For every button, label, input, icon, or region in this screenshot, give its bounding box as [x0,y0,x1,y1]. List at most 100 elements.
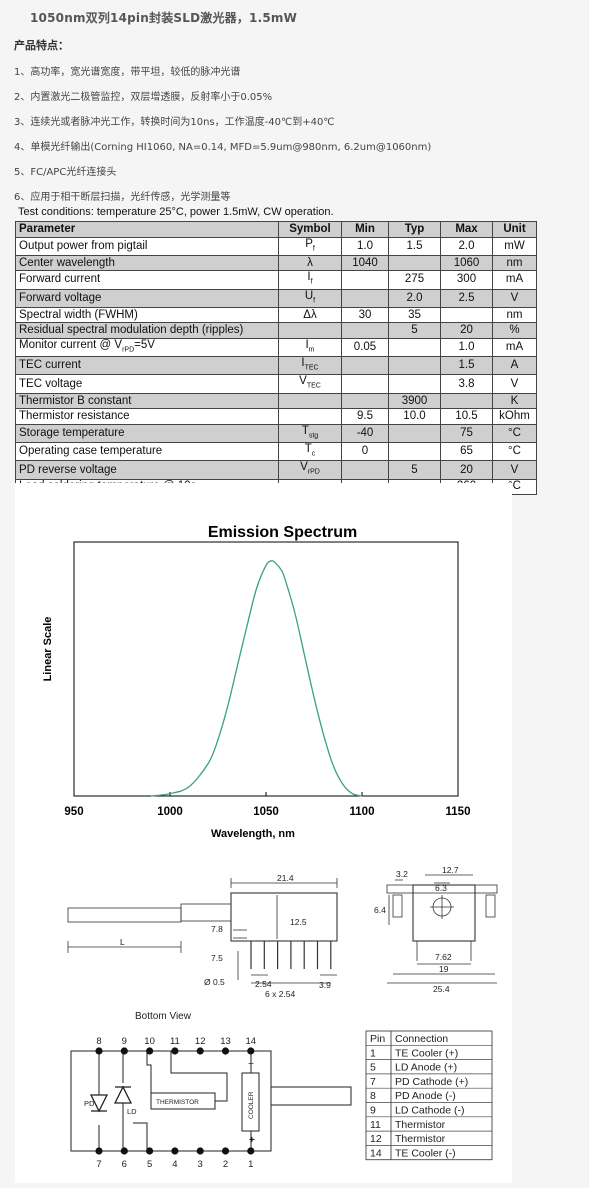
cell-max: 2.5 [440,288,493,308]
cell-typ [388,423,441,444]
cell-symbol: Δλ [278,306,342,324]
pin-connection-cell: PD Cathode (+) [395,1076,468,1088]
pin-dot [171,1047,179,1055]
cell-unit: mW [492,236,537,256]
ld-diode-symbol [113,1085,133,1104]
cell-max: 3.8 [440,374,493,394]
symbol-text: I [305,338,309,351]
symbol-subscript: TEC [306,382,321,390]
package-body [230,892,338,942]
wire [170,1051,228,1102]
cell-unit: K [492,392,537,410]
cell-parameter: Center wavelength [15,254,279,272]
pin-number: 13 [220,1036,231,1047]
cell-typ [388,337,441,358]
cell-unit: V [492,460,537,480]
cell-symbol: VTEC [278,374,342,394]
specifications-table-body: Output power from pigtail Pf 1.0 1.5 2.0 mW Ce… [15,236,537,496]
pin-number: 5 [147,1159,152,1170]
header-typ: Typ [388,221,441,238]
feature-item: 2、内置激光二极管监控，双层增透膜，反射率小于0.05% [14,92,273,103]
cell-typ: 5 [388,460,441,480]
cell-min: 0.05 [341,337,389,358]
dim-label: 3.2 [396,869,408,879]
table-row: Spectral width (FWHM) Δλ 30 35 nm [15,306,537,324]
cell-parameter: Forward current [15,270,279,290]
pin-number: 12 [195,1036,206,1047]
fiber-boot [180,903,232,922]
cell-max [440,392,493,410]
end-body [412,884,476,942]
pin-number-cell: 11 [370,1119,381,1131]
cell-parameter: Spectral width (FWHM) [15,306,279,324]
cell-max: 65 [440,442,493,462]
bottom-view-label: Bottom View [135,1011,192,1022]
parameter-text: Monitor current @ V [19,338,123,351]
cell-min: 9.5 [341,408,389,425]
symbol-text: V [300,461,308,474]
feature-item: 6、应用于相干断层扫描，光纤传感，光学测量等 [14,192,231,203]
cell-symbol [278,322,342,339]
cell-typ: 1.5 [388,236,441,256]
pin-number: 4 [172,1159,177,1170]
cell-typ [388,374,441,394]
cell-min [341,288,389,308]
pin-dot [171,1147,179,1155]
dim-label: 21.4 [277,873,294,883]
cell-unit: V [492,374,537,394]
parameter-text: Thermistor resistance [19,410,130,423]
cell-parameter: PD reverse voltage [15,460,279,480]
pin-dot [221,1047,230,1055]
datasheet-figure: Emission Spectrum Linear Scale Wavelengt… [15,483,512,1183]
table-row: Residual spectral modulation depth (ripp… [15,322,537,339]
cell-typ [388,442,441,462]
cell-parameter: Storage temperature [15,423,279,444]
cell-parameter: Operating case temperature [15,442,279,462]
cell-typ: 2.0 [388,288,441,308]
parameter-text: PD reverse voltage [19,463,117,476]
chart-plot-frame [73,541,459,797]
pin-dot [120,1147,128,1155]
cell-max: 1.5 [440,356,493,376]
test-conditions: Test conditions: temperature 25°C, power… [18,206,334,218]
pin-number: 14 [246,1036,257,1047]
cell-max: 10.5 [440,408,493,425]
thermistor-label: THERMISTOR [156,1099,199,1106]
parameter-text: Output power from pigtail [19,239,148,252]
symbol-subscript: TEC [304,364,319,372]
symbol-subscript: stg [308,432,319,440]
dim-label: Ø 0.5 [204,977,225,987]
symbol-text: T [304,443,312,456]
cell-parameter: Residual spectral modulation depth (ripp… [15,322,279,339]
table-row: Thermistor B constant 3900 K [15,392,537,410]
symbol-text: Δλ [303,308,317,321]
cell-typ: 275 [388,270,441,290]
cell-unit: °C [492,442,537,462]
pin-connection-cell: TE Cooler (+) [395,1047,458,1059]
dim-label: 6.4 [374,905,386,915]
specifications-table: Parameter Symbol Min Typ Max Unit Output… [15,221,537,496]
pin-dot [221,1147,230,1155]
symbol-subscript: rPD [307,468,320,476]
dim-label: 25.4 [433,984,450,994]
cell-symbol: If [278,270,342,290]
dim-label: 6 x 2.54 [265,989,296,999]
symbol-text: T [301,424,309,437]
bottom-fiber [270,1086,352,1106]
table-row: Center wavelength λ 1040 1060 nm [15,254,537,272]
cell-unit: °C [492,423,537,444]
cell-min: 30 [341,306,389,324]
cell-max: 2.0 [440,236,493,256]
dim-label: 12.7 [442,865,459,875]
symbol-text: I [307,271,311,284]
ld-label: LD [127,1107,137,1116]
dim-label: 6.3 [435,883,447,893]
pin-number-cell: 1 [370,1047,376,1059]
cell-unit: % [492,322,537,339]
chart-title: Emission Spectrum [207,524,358,541]
fiber-jacket [67,907,182,923]
parameter-text: TEC current [19,359,81,372]
dim-label: 7.8 [211,924,223,934]
pin-number-cell: 14 [370,1147,382,1159]
x-tick-label: 1000 [157,806,183,818]
